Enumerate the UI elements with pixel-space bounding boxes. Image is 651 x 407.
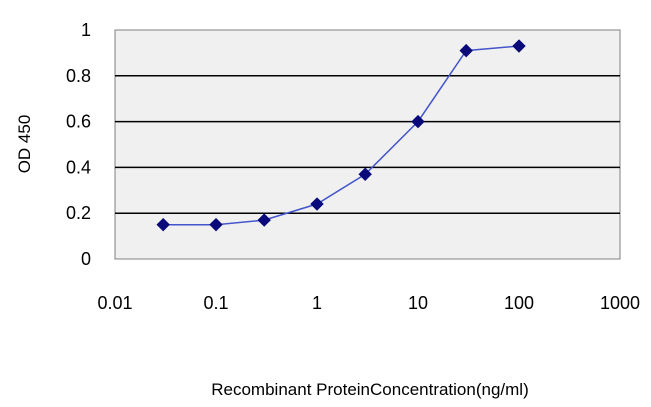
data-point-7: [512, 39, 526, 53]
data-point-3: [310, 197, 324, 211]
data-point-6: [459, 43, 473, 58]
data-point-1: [209, 217, 223, 232]
series-group: [156, 39, 526, 232]
x-tick-label-2: 1: [312, 293, 322, 313]
y-axis-title: OD 450: [15, 115, 34, 174]
y-tick-label-4: 0.8: [66, 66, 91, 86]
x-tick-label-0: 0.01: [97, 293, 132, 313]
gridlines: [115, 75, 620, 214]
data-point-2: [257, 213, 271, 227]
x-tick-label-4: 100: [504, 293, 534, 313]
y-tick-label-1: 0.2: [66, 203, 91, 223]
series-line-0: [163, 45, 520, 226]
x-axis-title: Recombinant ProteinConcentration(ng/ml): [211, 380, 529, 399]
x-tick-label-3: 10: [408, 293, 428, 313]
data-point-5: [411, 114, 425, 129]
y-tick-label-3: 0.6: [66, 112, 91, 132]
x-axis: 0.01 0.1 1 10 100 1000: [97, 293, 640, 313]
plot-area: [114, 29, 621, 260]
y-tick-label-2: 0.4: [66, 157, 91, 177]
data-point-0: [156, 217, 170, 232]
x-tick-label-1: 0.1: [203, 293, 228, 313]
y-axis: 0 0.2 0.4 0.6 0.8 1: [66, 20, 91, 269]
data-point-4: [358, 167, 372, 181]
y-tick-label-5: 1: [81, 20, 91, 40]
y-tick-label-0: 0: [81, 249, 91, 269]
x-tick-label-5: 1000: [600, 293, 640, 313]
